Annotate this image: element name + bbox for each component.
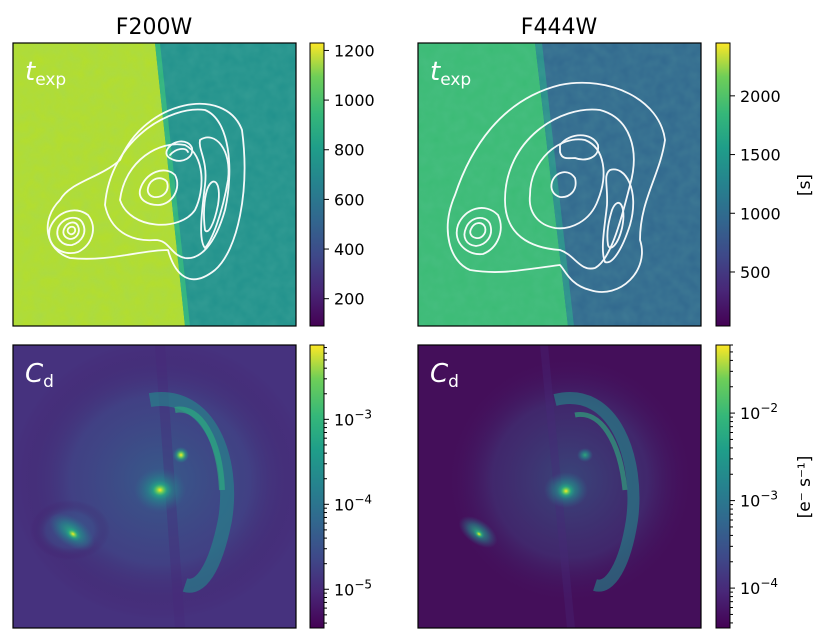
panel-f444w-cd: Cd 10−4 10−3 10−2 [e⁻ s⁻¹] [417,344,815,629]
unit-label-count-rate: [e⁻ s⁻¹] [795,456,815,519]
exposure-map-f444w [418,43,701,326]
colorbar-tick-label: 800 [334,141,365,160]
panel-label-texp-f200w: texp [25,57,66,90]
colorbar-f444w-texp: 500 1000 1500 2000 [715,42,781,327]
colorbar-tick-label: 10−4 [334,492,372,514]
colorbar-tick-label: 10−2 [740,401,778,423]
colorbar-tick-label: 10−3 [334,407,372,429]
panel-label-texp-f444w: texp [430,57,471,90]
colorbar-tick-label: 1000 [740,204,781,223]
panel-label-cd-f444w: Cd [430,359,459,392]
colorbar-tick-label: 1000 [334,91,375,110]
panel-f200w-cd: Cd 10−5 10−4 10−3 [12,344,372,629]
colorbar-tick-label: 10−3 [740,489,778,511]
colorbar-tick-label: 1200 [334,41,375,60]
colorbar-tick-label: 2000 [740,87,781,106]
colorbar-f200w-texp: 200 400 600 800 1000 1200 [309,41,375,327]
data-image-f444w [418,345,701,628]
colorbar-f444w-cd: 10−4 10−3 10−2 [715,344,778,629]
colorbar-f200w-cd: 10−5 10−4 10−3 [309,344,372,629]
colorbar-tick-label: 10−5 [334,577,372,599]
colorbar-tick-label: 1500 [740,146,781,165]
exposure-map-f200w [13,43,296,326]
title-f200w: F200W [116,15,193,40]
panel-label-cd-f200w: Cd [25,359,54,392]
colorbar-tick-label: 200 [334,290,365,309]
colorbar-tick-label: 400 [334,240,365,259]
colorbar-tick-label: 500 [740,263,771,282]
data-image-f200w [13,345,296,628]
panel-f200w-texp: F200W texp 200 400 600 800 1000 1200 [12,15,375,327]
panel-f444w-texp: F444W texp 500 1000 1500 2000 [s] [417,15,815,327]
title-f444w: F444W [521,15,598,40]
colorbar-tick-label: 10−4 [740,576,778,598]
colorbar-tick-label: 600 [334,190,365,209]
unit-label-seconds: [s] [795,174,815,196]
